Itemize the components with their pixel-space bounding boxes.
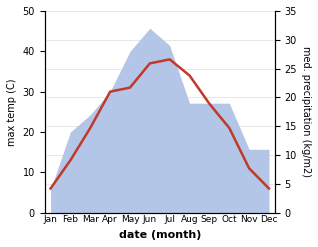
X-axis label: date (month): date (month) (119, 230, 201, 240)
Y-axis label: med. precipitation (kg/m2): med. precipitation (kg/m2) (301, 46, 311, 177)
Y-axis label: max temp (C): max temp (C) (7, 78, 17, 145)
